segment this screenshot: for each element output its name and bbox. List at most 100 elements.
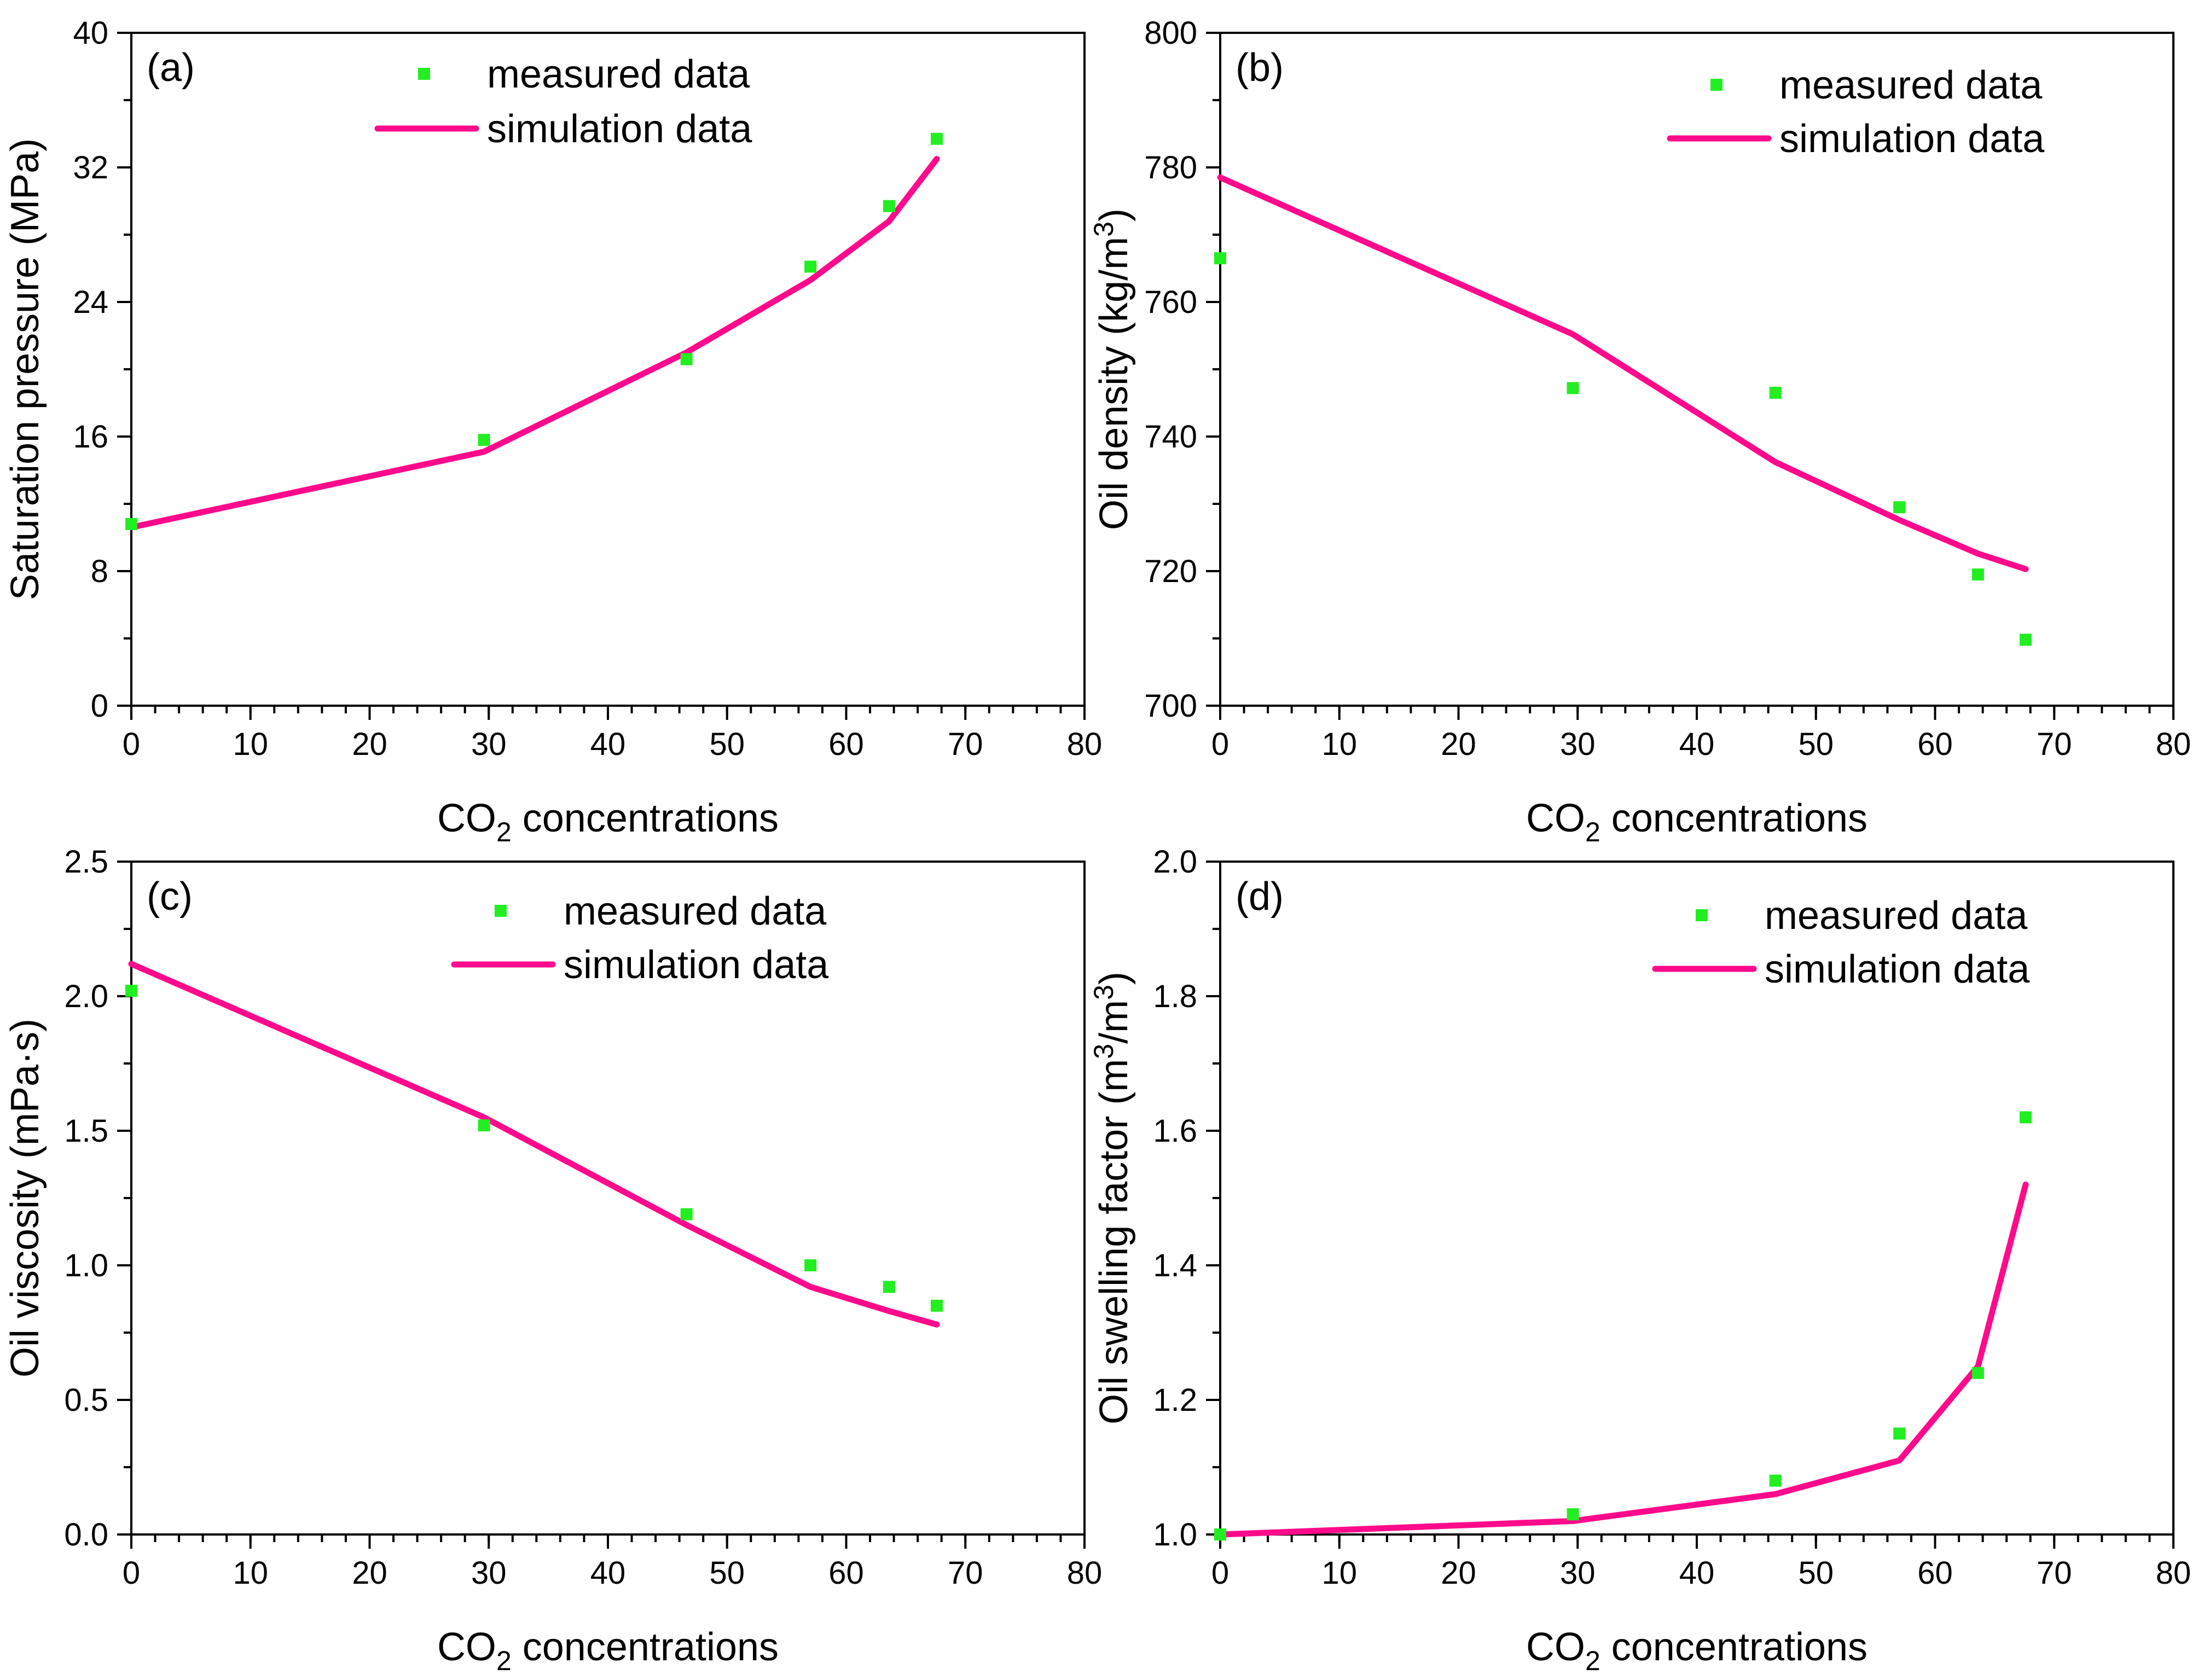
measured-data-point [804, 1259, 817, 1271]
y-tick-label: 1.8 [1153, 979, 1197, 1014]
legend-measured-label: measured data [1779, 63, 2043, 107]
measured-data-point [1214, 252, 1226, 265]
y-tick-label: 700 [1144, 688, 1197, 724]
measured-data-point [1567, 382, 1579, 394]
x-tick-label: 60 [828, 1555, 864, 1591]
x-tick-label: 50 [1798, 726, 1834, 762]
legend-simulation-label: simulation data [487, 107, 752, 151]
x-tick-label: 70 [2037, 1555, 2072, 1591]
measured-data-point [1214, 1528, 1226, 1541]
measured-data-point [1893, 1427, 1906, 1440]
x-tick-label: 10 [233, 726, 268, 762]
simulation-data-line [1217, 1181, 2029, 1538]
x-tick-label: 80 [2156, 726, 2191, 762]
y-tick-label: 1.0 [1153, 1517, 1197, 1553]
legend: measured data simulation data [1652, 894, 2030, 991]
x-tick-label: 40 [590, 726, 626, 762]
legend: measured data simulation data [374, 53, 752, 151]
x-tick-label: 10 [1321, 1555, 1357, 1591]
legend-measured-label: measured data [1765, 894, 2028, 938]
simulation-data-line [128, 961, 940, 1328]
y-tick-label: 1.2 [1153, 1382, 1197, 1418]
x-tick-label: 0 [1211, 726, 1229, 762]
measured-data-point [1769, 387, 1782, 399]
y-tick-label: 740 [1144, 419, 1197, 455]
legend-measured-marker [495, 905, 507, 917]
x-tick-label: 20 [352, 1555, 387, 1591]
measured-data-point [2019, 1111, 2032, 1124]
legend-simulation-label: simulation data [1779, 117, 2045, 161]
y-tick-label: 1.5 [64, 1113, 108, 1149]
y-tick-label: 1.6 [1153, 1113, 1197, 1149]
simulation-data-line [1217, 174, 2029, 572]
y-tick-label: 24 [73, 284, 108, 320]
measured-data-point [2019, 633, 2032, 646]
y-tick-label: 40 [73, 15, 108, 51]
x-tick-label: 10 [1321, 726, 1357, 762]
measured-data-point [1893, 501, 1906, 514]
measured-data-point [1769, 1474, 1782, 1487]
y-tick-label: 2.0 [64, 979, 108, 1014]
x-tick-label: 60 [1917, 726, 1953, 762]
panel-a: 0 10 20 30 40 50 60 70 80 0 8 16 24 32 40 (a) measured d… [3, 15, 1102, 847]
y-tick-label: 780 [1144, 150, 1197, 185]
legend: measured data simulation data [451, 890, 829, 987]
x-tick-label: 70 [948, 726, 983, 762]
measured-data-point [883, 1281, 895, 1293]
legend-measured-label: measured data [487, 53, 750, 96]
legend-simulation-label: simulation data [564, 943, 829, 987]
x-tick-label: 60 [1917, 1555, 1953, 1591]
measured-data-point [680, 1208, 693, 1220]
legend-measured-label: measured data [564, 890, 827, 933]
measured-data-point [478, 1119, 490, 1132]
panel-d: 0 10 20 30 40 50 60 70 80 1.0 1.2 1.4 1.6 1.8 2.0 (d) me… [1088, 844, 2191, 1676]
x-tick-label: 40 [1679, 726, 1715, 762]
simulation-data-line [128, 156, 940, 531]
measured-data-point [1971, 568, 1984, 581]
measured-data-point [125, 985, 137, 997]
y-tick-label: 16 [73, 419, 108, 455]
x-tick-label: 40 [590, 1555, 626, 1591]
x-tick-label: 20 [352, 726, 387, 762]
panel-b: 0 10 20 30 40 50 60 70 80 700 720 740 760 780 800 (b) me… [1088, 15, 2191, 847]
panel-c: 0 10 20 30 40 50 60 70 80 0.0 0.5 1.0 1.5 2.0 2.5 (c) me… [3, 844, 1102, 1676]
x-tick-label: 50 [709, 726, 745, 762]
y-tick-label: 1.4 [1153, 1248, 1197, 1283]
x-tick-label: 50 [1798, 1555, 1834, 1591]
y-tick-label: 2.5 [64, 844, 108, 880]
measured-data-point [478, 434, 490, 446]
y-axis-title: Oil density (kg/m3) [1088, 208, 1136, 530]
y-tick-label: 0.0 [64, 1517, 108, 1553]
panel-label: (a) [147, 46, 195, 90]
x-tick-label: 40 [1679, 1555, 1715, 1591]
y-tick-label: 0.5 [64, 1382, 108, 1418]
panel-label: (d) [1236, 875, 1284, 919]
x-axis-title: CO2 concentrations [1526, 1625, 1868, 1676]
legend-measured-marker [418, 68, 430, 80]
y-axis-title: Oil swelling factor (m3/m3) [1088, 972, 1136, 1425]
legend-simulation-label: simulation data [1765, 947, 2030, 991]
x-tick-label: 30 [1560, 1555, 1596, 1591]
x-tick-label: 0 [1211, 1555, 1229, 1591]
y-tick-label: 32 [73, 150, 108, 185]
legend: measured data simulation data [1667, 63, 2045, 161]
x-tick-label: 20 [1441, 726, 1476, 762]
x-tick-label: 0 [123, 726, 140, 762]
x-tick-label: 80 [1067, 726, 1103, 762]
x-tick-label: 60 [828, 726, 864, 762]
x-tick-label: 0 [123, 1555, 140, 1591]
measured-data-point [680, 353, 693, 365]
measured-data-point [930, 132, 943, 145]
measured-data-point [125, 518, 137, 530]
y-tick-label: 720 [1144, 554, 1197, 589]
panel-label: (c) [147, 875, 193, 919]
y-tick-label: 8 [91, 554, 108, 589]
legend-measured-marker [1710, 79, 1723, 91]
x-tick-label: 80 [2156, 1555, 2191, 1591]
measured-data-point [883, 200, 895, 212]
measured-data-point [804, 260, 817, 273]
y-tick-label: 760 [1144, 284, 1197, 320]
x-axis-title: CO2 concentrations [437, 1625, 779, 1676]
measured-data-point [1567, 1508, 1579, 1521]
plot-frame [1219, 861, 2174, 1536]
